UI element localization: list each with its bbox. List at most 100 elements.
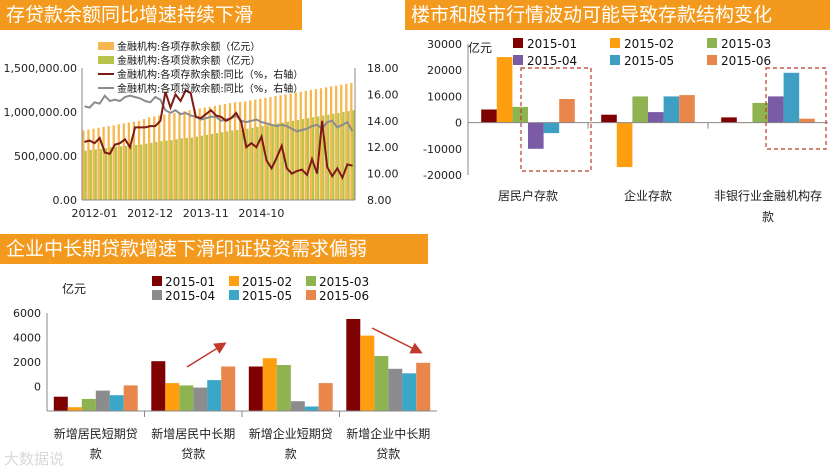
legend-swatch xyxy=(707,55,717,65)
loan-bar xyxy=(155,141,158,200)
loan-bar xyxy=(119,146,123,200)
category-label: 企业存款 xyxy=(624,188,672,203)
deposit-bar xyxy=(238,101,242,200)
series-bar xyxy=(318,383,333,411)
y-tick: -20000 xyxy=(423,169,462,182)
category-label: 新增居民短期贷 xyxy=(54,426,138,441)
y-tick-left: 500,000.00 xyxy=(14,150,77,163)
legend-swatch xyxy=(229,276,239,286)
series-bar xyxy=(783,72,800,123)
y-tick-right: 8.00 xyxy=(367,194,392,207)
legend-label: 2015-05 xyxy=(624,54,674,68)
y-tick: 6000 xyxy=(13,307,41,320)
legend-label: 2015-05 xyxy=(242,289,292,303)
loan-bar xyxy=(109,147,113,200)
y-tick: 30000 xyxy=(427,38,462,51)
series-bar xyxy=(193,387,208,411)
deposit-bar xyxy=(188,110,191,200)
y-tick-left: 0.00 xyxy=(53,194,78,207)
deposit-loan-chart: 1,500,000.00 1,000,000.00 500,000.00 0.00 18… xyxy=(4,40,399,220)
deposit-structure-chart: 30000 20000 10000 0 -10000 -20000 居民户存款 企业存款 非银行… xyxy=(423,37,828,224)
series-bar xyxy=(543,122,560,134)
legend-label: 2015-01 xyxy=(165,275,215,289)
deposit-bar xyxy=(132,121,136,200)
deposit-bar xyxy=(249,100,252,200)
loan-bar xyxy=(175,139,178,200)
loan-bar xyxy=(135,145,138,200)
series-bar xyxy=(559,99,575,123)
legend-label: 2015-06 xyxy=(721,54,771,68)
loan-bar xyxy=(200,135,204,200)
loan-bar xyxy=(296,119,300,200)
panel-title: 楼市和股市行情波动可能导致存款结构变化 xyxy=(405,0,830,30)
category-label: 新增居民中长期 xyxy=(151,426,235,441)
legend-label: 2015-06 xyxy=(319,289,369,303)
deposit-bar xyxy=(107,126,110,200)
loan-bar xyxy=(94,149,97,200)
loan-growth-line xyxy=(84,94,354,133)
series-bar xyxy=(512,106,528,123)
loan-bar xyxy=(99,148,102,200)
loan-bar xyxy=(104,148,108,200)
y-tick-right: 12.00 xyxy=(367,141,399,154)
deposit-bar xyxy=(117,124,120,200)
deposit-bar xyxy=(163,114,166,200)
series-bar xyxy=(402,373,417,411)
loan-bar xyxy=(312,117,315,200)
watermark: 大数据说 xyxy=(4,450,65,468)
series-bar xyxy=(53,396,68,411)
series-bar xyxy=(528,122,544,149)
series-bar xyxy=(151,361,166,411)
series-bar xyxy=(799,118,815,123)
series-bar xyxy=(290,401,305,411)
loan-bar xyxy=(337,112,340,200)
legend-label: 2015-04 xyxy=(527,54,577,68)
series-bar xyxy=(648,112,664,123)
deposit-bar xyxy=(208,106,211,200)
deposit-bar xyxy=(198,108,201,200)
series-bar xyxy=(752,102,768,123)
category-label: 新增企业短期贷 xyxy=(249,426,333,441)
loan-bar xyxy=(301,119,305,200)
series-bar xyxy=(481,109,497,123)
loan-bar xyxy=(84,150,87,200)
deposit-bar xyxy=(284,94,287,200)
loan-bar xyxy=(256,126,259,200)
loan-bar xyxy=(145,143,148,200)
deposit-bar xyxy=(142,119,146,200)
loan-bar xyxy=(246,128,249,200)
y-tick-left: 1,000,000.00 xyxy=(4,106,77,119)
y-tick-right: 18.00 xyxy=(367,62,399,75)
series-bar xyxy=(632,96,648,123)
deposit-bar xyxy=(183,111,186,200)
category-label: 居民户存款 xyxy=(498,188,558,203)
legend-swatch xyxy=(707,38,717,48)
deposit-bar xyxy=(335,85,338,200)
loan-bar xyxy=(327,114,330,200)
x-tick: 2014-10 xyxy=(238,207,284,220)
legend-label: 金融机构:各项存款余额:同比（%，右轴） xyxy=(117,68,303,81)
loan-bar xyxy=(347,111,350,200)
loan-bar xyxy=(332,113,335,200)
legend-swatch xyxy=(513,55,523,65)
deposit-bar xyxy=(264,97,267,200)
legend-swatch xyxy=(152,276,162,286)
deposit-bar xyxy=(254,99,257,200)
loan-bar xyxy=(190,137,193,200)
deposit-growth-line xyxy=(84,89,353,180)
series-bar xyxy=(721,117,737,123)
x-tick: 2012-01 xyxy=(72,207,118,220)
trend-arrow xyxy=(371,327,423,354)
series-bar xyxy=(679,95,695,123)
deposit-bar xyxy=(340,84,343,200)
series-bar xyxy=(248,366,263,411)
legend-label: 金融机构:各项贷款余额:同比（%，右轴） xyxy=(117,82,303,95)
y-tick-left: 1,500,000.00 xyxy=(4,62,77,75)
series-bar xyxy=(81,398,96,411)
loan-bar xyxy=(226,131,229,200)
loan-bar xyxy=(322,115,325,200)
deposit-bar xyxy=(223,104,227,200)
deposit-bar xyxy=(137,120,141,200)
series-bar xyxy=(276,365,291,411)
series-bar xyxy=(616,122,633,168)
